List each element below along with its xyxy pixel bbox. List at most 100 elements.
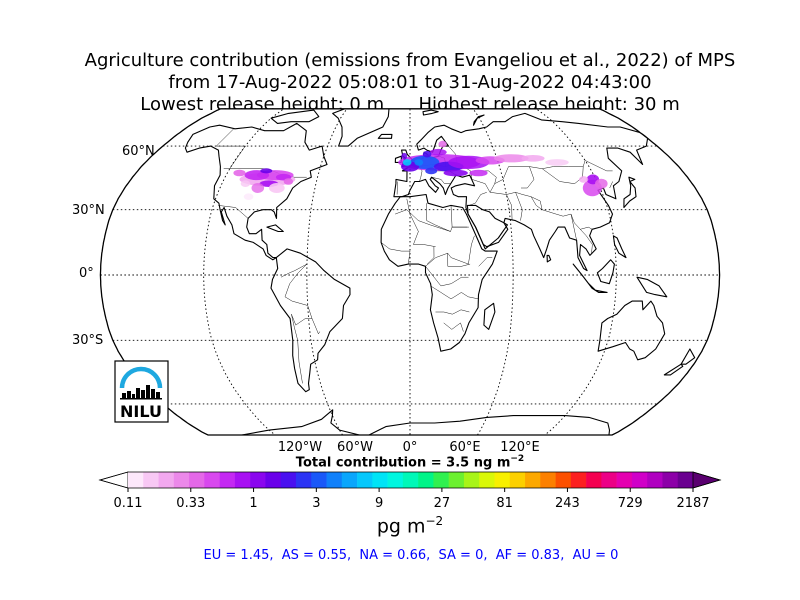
border-line <box>468 192 487 206</box>
contribution-patch <box>240 180 251 187</box>
colorbar-tick-label: 3 <box>312 496 320 511</box>
border-line <box>380 242 411 265</box>
colorbar-swatch <box>494 472 511 488</box>
land-africa <box>380 193 498 352</box>
land-madagascar <box>483 302 496 330</box>
border-line <box>450 205 469 228</box>
border-line <box>425 235 475 267</box>
land-new-zealand <box>680 348 696 365</box>
contribution-patch <box>469 169 488 177</box>
contribution-patch <box>438 140 447 148</box>
land-nz-south <box>663 363 684 376</box>
border-line <box>291 314 321 335</box>
colorbar-swatch <box>128 472 144 488</box>
border-line <box>609 181 613 189</box>
colorbar-swatch <box>570 472 587 488</box>
land-north-america <box>184 122 328 261</box>
colorbar-tick-label: 729 <box>618 496 643 511</box>
colorbar-swatch <box>448 472 465 488</box>
colorbar-tick-label: 243 <box>555 496 580 511</box>
lat-label-30n: 30°N <box>72 203 105 218</box>
lon-label-0: 0° <box>403 440 418 455</box>
land-europe-asia <box>393 112 649 272</box>
border-line <box>430 285 479 300</box>
border-line <box>471 179 593 230</box>
land-sri-lanka <box>546 254 552 263</box>
land-outlines <box>184 108 696 436</box>
colorbar-swatch <box>631 472 648 488</box>
border-line <box>284 263 313 319</box>
chart-title-line-1: Agriculture contribution (emissions from… <box>84 50 736 71</box>
lon-label-60w: 60°W <box>337 440 373 455</box>
contribution-patch <box>402 159 412 166</box>
contribution-patch <box>268 183 285 193</box>
colorbar-swatch <box>433 472 449 488</box>
colorbar-swatch <box>357 472 373 488</box>
border-line <box>280 263 308 278</box>
lon-label-60e: 60°E <box>449 440 480 455</box>
colorbar-swatch <box>250 472 266 488</box>
colorbar-swatch <box>555 472 572 488</box>
colorbar-swatch <box>341 472 358 488</box>
border-line <box>506 194 513 221</box>
colorbar-swatch <box>143 472 159 488</box>
border-line <box>406 198 436 247</box>
border-line <box>482 170 497 184</box>
colorbar: 0.11 0.33 1 3 9 27 81 243 729 2187 <box>98 471 722 511</box>
border-line <box>443 322 464 332</box>
colorbar-unit: pg m−2 <box>376 514 444 538</box>
colorbar-swatch <box>158 472 175 488</box>
colorbar-swatch <box>402 472 419 488</box>
colorbar-swatch <box>372 472 388 488</box>
land-japan <box>623 176 637 209</box>
land-greenland <box>332 108 390 147</box>
contribution-patch <box>429 148 447 156</box>
lat-label-30s: 30°S <box>72 333 103 348</box>
colorbar-swatch <box>540 472 556 488</box>
land-philippines <box>612 235 627 259</box>
colorbar-tick-label: 9 <box>375 496 383 511</box>
colorbar-swatch <box>295 472 312 488</box>
colorbar-extend-max <box>692 471 722 489</box>
contribution-patch <box>425 167 438 175</box>
land-novaya <box>472 114 485 126</box>
colorbar-swatch <box>525 472 541 488</box>
border-line <box>215 128 246 169</box>
nilu-logo-text: NILU <box>120 402 162 421</box>
border-line <box>515 192 523 221</box>
colorbar-swatch <box>601 472 617 488</box>
colorbar-swatch <box>509 472 526 488</box>
border-line <box>521 166 535 189</box>
colorbar-tick-label: 2187 <box>676 496 709 511</box>
colorbar-tick-label: 81 <box>496 496 513 511</box>
colorbar-tick-label: 0.11 <box>114 496 143 511</box>
border-line <box>426 203 451 232</box>
land-south-america <box>270 248 351 393</box>
colorbar-tick-label: 0.33 <box>176 496 205 511</box>
colorbar-swatch <box>173 472 190 488</box>
lat-label-0: 0° <box>79 266 94 281</box>
colorbar-swatch <box>463 472 480 488</box>
land-arabia <box>466 204 509 248</box>
contribution-patch <box>233 169 246 177</box>
colorbar-swatch <box>479 472 495 488</box>
land-borneo <box>596 259 615 285</box>
land-australia <box>597 300 666 361</box>
border-line <box>291 314 303 384</box>
contribution-patch <box>414 159 424 166</box>
colorbar-extend-min <box>98 471 129 489</box>
meridian-line <box>306 108 356 436</box>
colorbar-swatch <box>219 472 236 488</box>
colorbar-swatch <box>647 472 663 488</box>
colorbar-swatch <box>586 472 602 488</box>
border-line <box>218 205 249 219</box>
contribution-patch <box>401 152 408 160</box>
contribution-patch <box>545 159 569 166</box>
meridian-line <box>464 108 514 436</box>
border-line <box>570 214 579 254</box>
border-line <box>435 309 470 315</box>
border-line <box>427 246 435 265</box>
contribution-field <box>233 140 608 200</box>
land-indonesia <box>572 263 608 293</box>
